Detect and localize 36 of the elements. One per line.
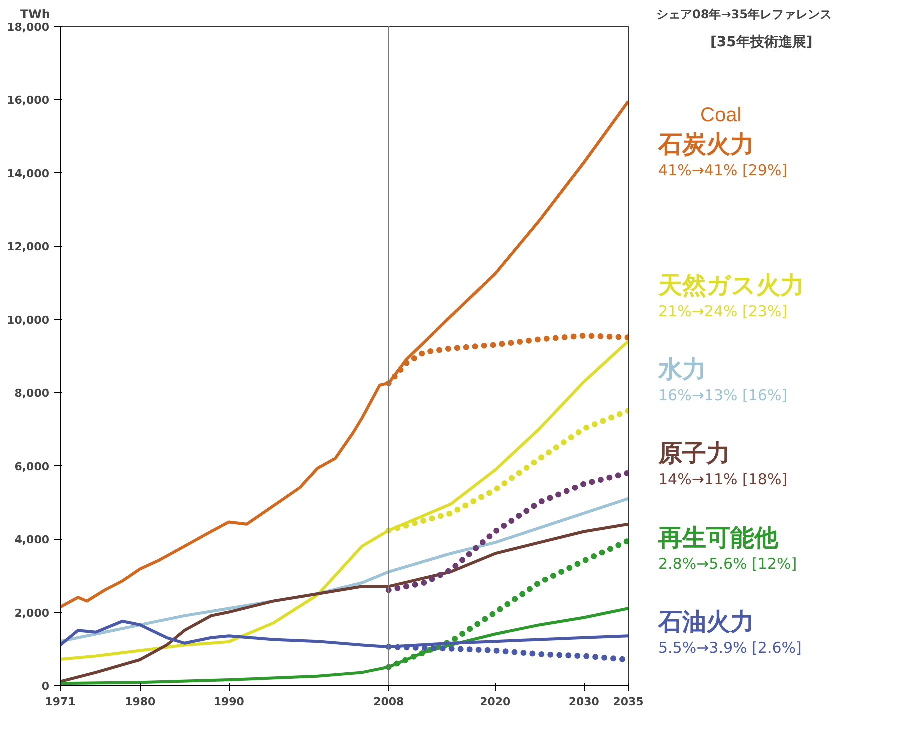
series-label: 石油火力 — [658, 608, 754, 636]
text: 2.8%→5.6% [12%] — [658, 554, 798, 573]
y-tick-label: 12,000 — [7, 240, 50, 254]
series-label: 石炭火力 — [658, 130, 754, 158]
y-tick-label: 18,000 — [7, 21, 50, 34]
text: 21%→24% [23%] — [658, 302, 788, 320]
text: シェア08年→35年レファレンス — [656, 8, 832, 22]
text: 16%→13% [16%] — [658, 386, 788, 404]
line-series — [60, 522, 628, 684]
y-tick-label: 4,000 — [14, 534, 50, 547]
x-tick-label: 2020 — [480, 696, 512, 708]
x-tick-label: 1971 — [45, 696, 76, 708]
text: 水力 — [658, 355, 706, 384]
x-tick-label: 1980 — [125, 696, 156, 708]
y-tick-label: 16,000 — [7, 94, 50, 108]
line-series — [60, 100, 628, 609]
text: Coal — [700, 104, 742, 126]
y-tick-label: 2,000 — [14, 606, 50, 620]
y-tick-label: 10,000 — [7, 314, 50, 327]
line-series — [60, 340, 628, 662]
y-tick-label: 14,000 — [7, 167, 50, 180]
x-tick-label: 2008 — [374, 696, 404, 708]
y-axis-title: TWh — [20, 8, 50, 22]
text: 41%→41% [29%] — [658, 161, 788, 180]
text: 再生可能他 — [658, 524, 780, 552]
x-tick-label: 1990 — [214, 696, 245, 708]
text: 天然ガス火力 — [658, 271, 804, 300]
y-tick-label: 0 — [42, 680, 50, 693]
text: 原子力 — [658, 440, 730, 468]
y-tick-label: 8,000 — [14, 387, 50, 400]
text: [35年技術進展] — [710, 34, 813, 50]
y-tick-label: 6,000 — [14, 460, 50, 474]
x-tick-label: 2035 — [613, 696, 644, 708]
text: 14%→11% [18%] — [658, 470, 788, 489]
x-tick-label: 2030 — [568, 696, 600, 708]
text: 5.5%→3.9% [2.6%] — [658, 639, 802, 658]
